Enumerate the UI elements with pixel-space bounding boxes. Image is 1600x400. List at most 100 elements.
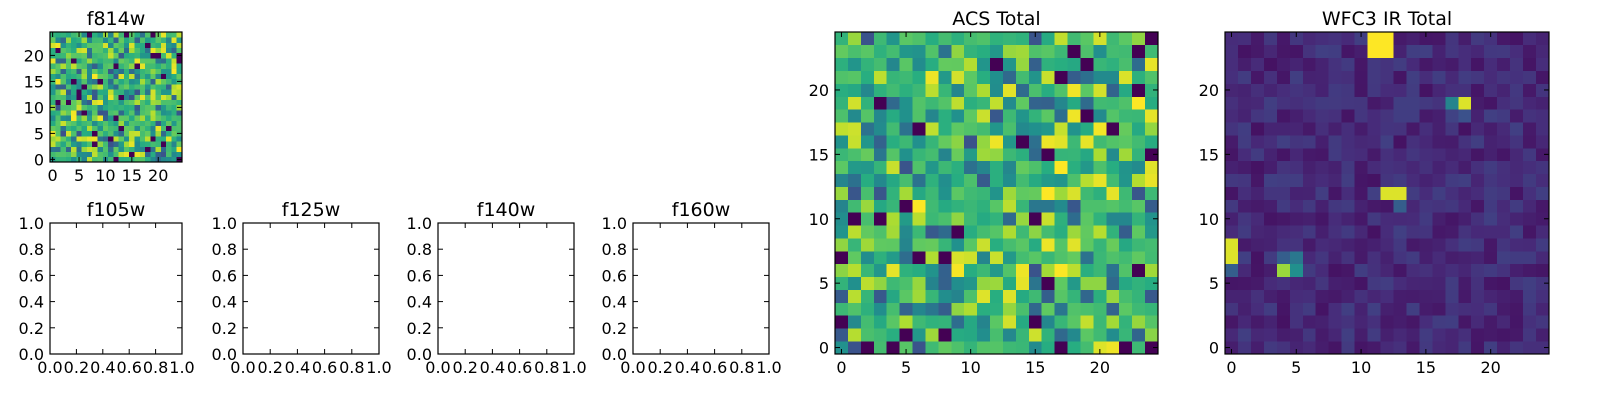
heatmap-cell: [166, 78, 172, 85]
heatmap-cell: [81, 47, 88, 54]
heatmap-cell: [1119, 70, 1133, 84]
heatmap-cell: [964, 57, 978, 71]
heatmap-cell: [86, 68, 93, 74]
heatmap-cell: [81, 37, 88, 43]
heatmap-cell: [860, 199, 875, 213]
heatmap-cell: [60, 84, 67, 90]
heatmap-cell: [1484, 341, 1498, 355]
heatmap-cell: [1093, 328, 1107, 342]
heatmap-cell: [1315, 328, 1330, 342]
heatmap-cell: [873, 263, 888, 278]
heatmap-cell: [50, 47, 56, 54]
heatmap-cell: [1289, 341, 1304, 355]
heatmap-cell: [847, 186, 862, 200]
heatmap-cell: [1432, 328, 1446, 342]
heatmap-cell: [97, 136, 104, 142]
heatmap-cell: [1432, 109, 1446, 123]
heatmap-cell: [1432, 315, 1446, 329]
heatmap-cell: [1380, 263, 1394, 278]
heatmap-cell: [176, 146, 183, 152]
heatmap-cell: [1225, 341, 1239, 355]
heatmap-cell: [1393, 109, 1407, 123]
heatmap-cell: [118, 110, 125, 116]
heatmap-cell: [964, 96, 978, 110]
heatmap-cell: [1445, 83, 1459, 97]
heatmap-cell: [65, 136, 72, 142]
heatmap-cell: [1315, 160, 1330, 175]
heatmap-cell: [1458, 32, 1472, 46]
heatmap-cell: [1393, 147, 1407, 162]
heatmap-cell: [86, 120, 93, 126]
heatmap-cell: [1119, 32, 1133, 46]
heatmap-cell: [1119, 173, 1133, 187]
heatmap-cell: [977, 186, 991, 200]
heatmap-cell: [1536, 173, 1550, 187]
heatmap-cell: [118, 115, 125, 121]
heatmap-cell: [118, 37, 125, 43]
heatmap-cell: [1028, 135, 1043, 149]
heatmap-cell: [1497, 83, 1511, 97]
x-tick-label: 1.0: [756, 358, 781, 377]
heatmap-cell: [1054, 160, 1068, 175]
heatmap-cell: [1523, 57, 1537, 71]
heatmap-cell: [55, 94, 61, 100]
heatmap-cell: [1354, 328, 1368, 342]
heatmap-cell: [176, 68, 183, 74]
heatmap-cell: [1419, 44, 1433, 59]
heatmap-cell: [860, 238, 875, 252]
heatmap-cell: [1119, 57, 1133, 71]
heatmap-cell: [1510, 57, 1524, 71]
heatmap-cell: [118, 78, 125, 85]
heatmap-cell: [160, 73, 167, 80]
heatmap-cell: [1067, 160, 1081, 175]
heatmap-cell: [1145, 57, 1159, 71]
heatmap-cell: [1289, 57, 1304, 71]
heatmap-cell: [150, 84, 156, 90]
heatmap-cell: [1302, 32, 1317, 46]
heatmap-cell: [1041, 57, 1055, 71]
heatmap-cell: [1132, 44, 1146, 59]
heatmap-cell: [102, 94, 109, 100]
heatmap-cell: [1380, 238, 1394, 252]
heatmap-cell: [1393, 135, 1407, 149]
heatmap-cell: [925, 160, 939, 175]
heatmap-cell: [1458, 289, 1472, 303]
heatmap-cell: [1328, 276, 1342, 290]
heatmap-cell: [176, 141, 183, 147]
heatmap-cell: [1419, 341, 1433, 355]
heatmap-cell: [1484, 263, 1498, 278]
heatmap-cell: [1028, 57, 1043, 71]
heatmap-cell: [938, 109, 952, 123]
heatmap-cell: [1419, 212, 1433, 226]
heatmap-cell: [1054, 225, 1068, 239]
heatmap-cell: [925, 147, 939, 162]
heatmap-cell: [1015, 263, 1030, 278]
heatmap-cell: [1445, 250, 1459, 265]
heatmap-cell: [118, 42, 125, 48]
heatmap-cell: [912, 122, 926, 136]
heatmap-cell: [1276, 263, 1291, 278]
heatmap-cell: [835, 302, 849, 316]
heatmap-cell: [118, 63, 125, 69]
heatmap-cell: [1432, 289, 1446, 303]
heatmap-cell: [60, 104, 67, 111]
heatmap-cell: [1263, 328, 1278, 342]
heatmap-cell: [55, 78, 61, 85]
heatmap-cell: [160, 115, 167, 121]
heatmap-cell: [108, 136, 114, 142]
heatmap-cell: [1406, 57, 1420, 71]
heatmap-cell: [1080, 212, 1094, 226]
heatmap-cell: [55, 84, 61, 90]
heatmap-cell: [145, 99, 151, 106]
heatmap-cell: [1497, 289, 1511, 303]
heatmap-cell: [118, 47, 125, 54]
heatmap-cell: [81, 125, 88, 132]
heatmap-cell: [1497, 212, 1511, 226]
heatmap-cell: [1315, 212, 1330, 226]
heatmap-cell: [886, 109, 900, 123]
heatmap-cell: [873, 135, 888, 149]
x-tick-label: 0.2: [647, 358, 672, 377]
heatmap-cell: [1054, 199, 1068, 213]
y-tick-label: 0.0: [212, 345, 237, 364]
heatmap-cell: [160, 68, 167, 74]
